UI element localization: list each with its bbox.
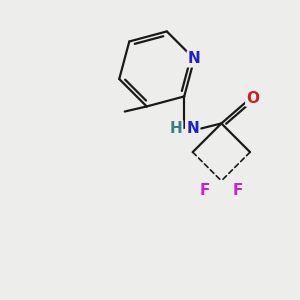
Text: N: N — [186, 121, 199, 136]
Text: F: F — [232, 183, 243, 198]
Text: H: H — [169, 121, 182, 136]
Text: N: N — [188, 51, 201, 66]
Text: F: F — [200, 183, 210, 198]
Text: O: O — [246, 91, 259, 106]
